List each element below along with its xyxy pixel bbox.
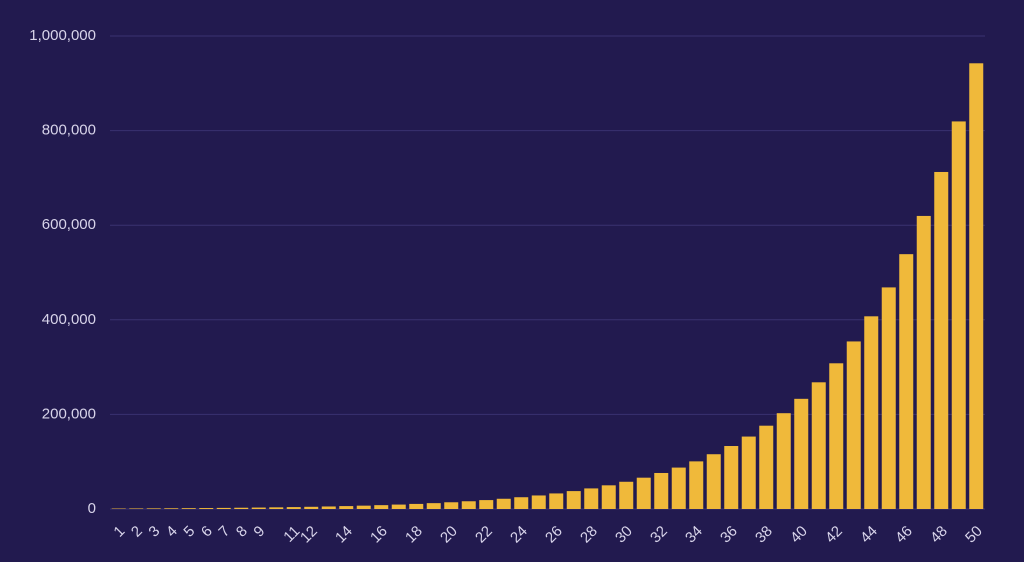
bar bbox=[969, 63, 984, 509]
bar bbox=[794, 398, 809, 509]
bar bbox=[374, 505, 389, 509]
y-tick-label: 400,000 bbox=[42, 311, 96, 328]
bar bbox=[689, 461, 704, 509]
bar bbox=[776, 413, 791, 509]
bar bbox=[391, 504, 406, 509]
bar bbox=[566, 491, 581, 509]
bar bbox=[619, 481, 634, 509]
bar bbox=[181, 508, 196, 509]
bar bbox=[916, 215, 931, 510]
bar bbox=[426, 503, 441, 509]
y-tick-label: 1,000,000 bbox=[29, 27, 96, 44]
bar bbox=[741, 436, 756, 509]
bar bbox=[339, 506, 354, 509]
bar bbox=[496, 498, 511, 509]
bar bbox=[251, 507, 266, 509]
y-tick-label: 800,000 bbox=[42, 122, 96, 139]
bar bbox=[216, 507, 231, 509]
bar bbox=[146, 508, 161, 509]
bar bbox=[706, 454, 721, 509]
bar bbox=[601, 485, 616, 509]
bar bbox=[759, 425, 774, 509]
y-tick-label: 200,000 bbox=[42, 405, 96, 422]
bar bbox=[356, 505, 371, 509]
bar bbox=[881, 287, 896, 509]
bar bbox=[951, 121, 966, 509]
bar bbox=[234, 507, 249, 509]
bar bbox=[304, 506, 319, 509]
bar bbox=[899, 254, 914, 509]
bar bbox=[461, 501, 476, 509]
bar bbox=[409, 503, 424, 509]
bar bbox=[199, 508, 214, 509]
bar bbox=[549, 493, 564, 509]
bar bbox=[846, 341, 861, 509]
bar bbox=[654, 472, 669, 509]
y-tick-label: 600,000 bbox=[42, 216, 96, 233]
bar bbox=[164, 508, 179, 509]
bar bbox=[444, 502, 459, 509]
bar bbox=[479, 500, 494, 509]
y-tick-label: 0 bbox=[88, 500, 96, 517]
bar bbox=[636, 477, 651, 509]
bar bbox=[811, 382, 826, 509]
bar bbox=[724, 446, 739, 509]
bar bbox=[321, 506, 336, 509]
bar bbox=[514, 497, 529, 509]
bar bbox=[531, 495, 546, 509]
bar bbox=[829, 363, 844, 509]
bar bbox=[864, 316, 879, 509]
bar bbox=[584, 488, 599, 509]
bar bbox=[934, 171, 949, 509]
bar bbox=[671, 467, 686, 509]
bar bbox=[129, 508, 144, 509]
bar bbox=[269, 507, 284, 509]
bar bbox=[286, 507, 301, 509]
